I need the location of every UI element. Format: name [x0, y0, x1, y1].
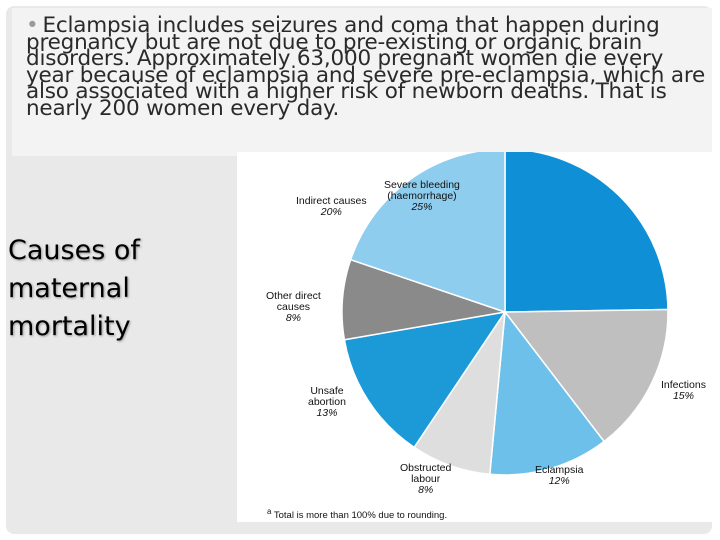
slice-value-indirect: 20%	[320, 206, 342, 218]
slice-value-eclampsia: 12%	[548, 475, 570, 487]
slice-value-unsafe-abortion: 13%	[316, 407, 338, 419]
pie-slice-eclampsia	[488, 310, 606, 476]
bullet-paragraph: • Eclampsia includes seizures and coma th…	[26, 15, 716, 119]
pie-chart-area	[237, 152, 712, 522]
slide-title-line-3: mortality	[8, 311, 131, 342]
slice-value-obstructed-labour: 8%	[418, 484, 434, 496]
pie-chart	[341, 152, 669, 476]
slide-title: Causes of maternal mortality	[8, 232, 228, 346]
chart-footnote: a Total is more than 100% due to roundin…	[267, 507, 447, 521]
slice-label-eclampsia: Eclampsia 12%	[535, 465, 583, 487]
slice-label-unsafe-abortion: Unsafe abortion 13%	[308, 386, 346, 419]
slice-label-severe-bleeding-line-2: (haemorrhage)	[387, 190, 457, 202]
pie-slice-severe-bleeding	[504, 152, 669, 313]
slice-label-obstructed-labour: Obstructed labour 8%	[400, 463, 451, 496]
slice-label-infections: Infections 15%	[661, 380, 706, 402]
slice-label-indirect: Indirect causes 20%	[296, 196, 367, 218]
slide-title-line-2: maternal	[8, 273, 130, 304]
slice-label-other-direct-line-1: Other direct	[266, 290, 321, 302]
slide-title-line-1: Causes of	[8, 235, 140, 266]
slice-label-severe-bleeding: Severe bleeding (haemorrhage) 25%	[384, 180, 460, 213]
slice-label-unsafe-abortion-line-1: Unsafe	[310, 385, 344, 397]
slice-value-infections: 15%	[672, 390, 694, 402]
footnote-text: Total is more than 100% due to rounding.	[273, 510, 448, 522]
slice-label-obstructed-labour-line-2: labour	[411, 473, 441, 485]
slice-label-indirect-line-1: Indirect causes	[296, 195, 367, 207]
slice-value-severe-bleeding: 25%	[411, 201, 433, 213]
pie-slice-indirect	[349, 152, 506, 314]
slice-label-eclampsia-line-1: Eclampsia	[535, 464, 584, 476]
slice-label-unsafe-abortion-line-2: abortion	[308, 396, 346, 408]
pie-slice-unsafe-abortion	[343, 310, 507, 449]
slice-label-other-direct: Other direct causes 8%	[266, 291, 321, 324]
footnote-marker: a	[267, 507, 272, 516]
slice-value-other-direct: 8%	[285, 312, 302, 324]
bullet-box: • Eclampsia includes seizures and coma th…	[12, 8, 712, 156]
bullet-text: Eclampsia includes seizures and coma tha…	[26, 13, 706, 121]
slice-label-infections-line-1: Infections	[661, 379, 706, 391]
slice-label-obstructed-labour-line-1: Obstructed	[400, 462, 452, 474]
slice-label-other-direct-line-2: causes	[276, 301, 311, 313]
bullet-marker: •	[26, 13, 39, 38]
slice-label-severe-bleeding-line-1: Severe bleeding	[384, 179, 460, 191]
pie-slice-infections	[503, 308, 669, 443]
